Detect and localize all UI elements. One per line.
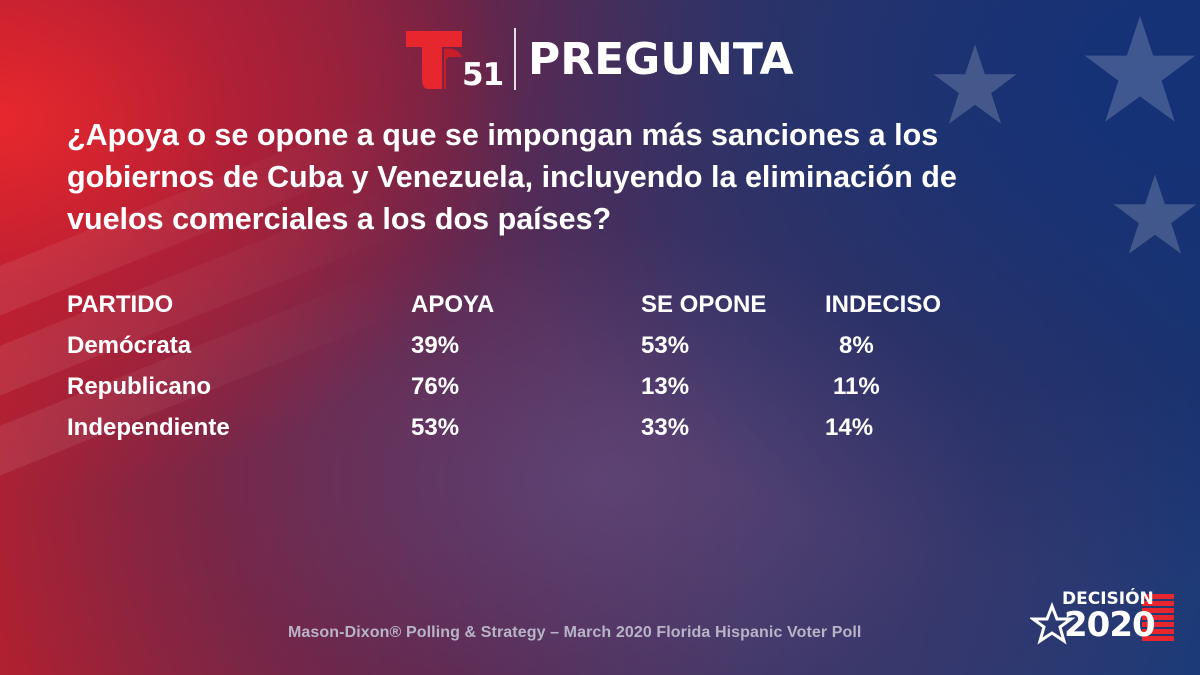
table-header-row: PARTIDO APOYA SE OPONE INDECISO bbox=[67, 284, 989, 325]
header-logo: 51 PREGUNTA bbox=[404, 26, 794, 93]
party-name: Independiente bbox=[67, 413, 230, 441]
star-icon bbox=[1110, 170, 1200, 260]
se-opone-value: 13% bbox=[641, 372, 690, 400]
apoya-value: 76% bbox=[411, 372, 460, 400]
table-row: Demócrata 39% 53% 8% bbox=[67, 325, 989, 366]
indeciso-value: 8% bbox=[839, 331, 874, 359]
source-credit: Mason-Dixon® Polling & Strategy – March … bbox=[288, 624, 862, 641]
results-table: PARTIDO APOYA SE OPONE INDECISO Demócrat… bbox=[67, 284, 989, 448]
party-name: Demócrata bbox=[67, 331, 192, 359]
star-icon bbox=[1030, 601, 1076, 645]
column-header-partido: PARTIDO bbox=[67, 290, 174, 318]
star-icon bbox=[1080, 10, 1200, 130]
telemundo-t-logo: 51 bbox=[404, 27, 506, 93]
apoya-value: 53% bbox=[411, 413, 460, 441]
apoya-value: 39% bbox=[411, 331, 460, 359]
se-opone-value: 53% bbox=[641, 331, 690, 359]
column-header-se-opone: SE OPONE bbox=[641, 290, 767, 318]
badge-word: DECISIÓN bbox=[1062, 589, 1154, 609]
poll-question: ¿Apoya o se opone a que se impongan más … bbox=[67, 118, 957, 236]
channel-number: 51 bbox=[462, 57, 504, 93]
column-header-apoya: APOYA bbox=[411, 290, 495, 318]
se-opone-value: 33% bbox=[641, 413, 690, 441]
page-title: PREGUNTA bbox=[528, 33, 794, 85]
header-divider bbox=[514, 28, 516, 90]
table-row: Republicano 76% 13% 11% bbox=[67, 366, 989, 407]
badge-year: 2020 bbox=[1064, 605, 1156, 645]
table-row: Independiente 53% 33% 14% bbox=[67, 407, 989, 448]
indeciso-value: 14% bbox=[825, 413, 874, 441]
column-header-indeciso: INDECISO bbox=[825, 290, 942, 318]
party-name: Republicano bbox=[67, 372, 212, 400]
star-icon bbox=[930, 40, 1020, 130]
indeciso-value: 11% bbox=[833, 372, 880, 400]
decision-2020-badge: DECISIÓN 2020 bbox=[1030, 588, 1176, 650]
